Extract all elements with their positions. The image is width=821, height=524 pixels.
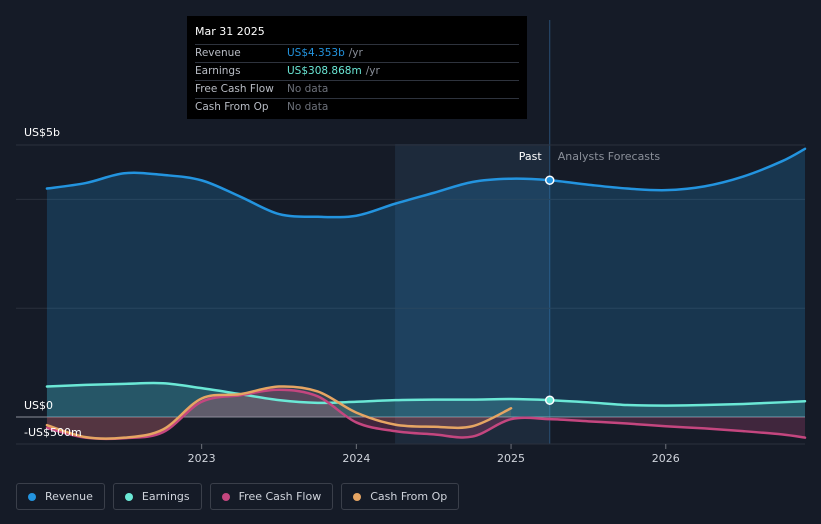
forecast-label: Analysts Forecasts bbox=[558, 150, 661, 163]
y-tick-label: US$5b bbox=[24, 126, 60, 139]
tooltip-date: Mar 31 2025 bbox=[195, 25, 265, 38]
cash-from-op-area bbox=[46, 386, 512, 439]
legend-item-cash-from-op[interactable]: Cash From Op bbox=[341, 483, 460, 510]
tooltip-unit: /yr bbox=[348, 47, 363, 59]
legend-item-free-cash-flow[interactable]: Free Cash Flow bbox=[209, 483, 334, 510]
y-tick-label: US$0 bbox=[24, 399, 53, 412]
legend-label: Revenue bbox=[45, 490, 93, 503]
legend-label: Cash From Op bbox=[370, 490, 448, 503]
tooltip-row-earnings: Earnings US$308.868m /yr bbox=[195, 62, 519, 80]
legend-item-earnings[interactable]: Earnings bbox=[112, 483, 202, 510]
x-tick-label: 2023 bbox=[188, 452, 216, 465]
data-tooltip: Mar 31 2025 Revenue US$4.353b /yr Earnin… bbox=[187, 16, 527, 119]
past-highlight-band bbox=[395, 144, 550, 444]
tooltip-row-free-cash-flow: Free Cash Flow No data bbox=[195, 80, 519, 98]
revenue-dot-icon bbox=[28, 492, 36, 501]
tooltip-label: Revenue bbox=[195, 47, 241, 59]
tooltip-row-revenue: Revenue US$4.353b /yr bbox=[195, 44, 519, 62]
chart-legend: Revenue Earnings Free Cash Flow Cash Fro… bbox=[16, 483, 460, 510]
free-cash-flow-dot-icon bbox=[221, 492, 230, 501]
tooltip-unit: /yr bbox=[365, 65, 380, 77]
past-label: Past bbox=[519, 150, 543, 163]
tooltip-label: Earnings bbox=[195, 65, 241, 77]
cash-from-op-dot-icon bbox=[353, 492, 362, 501]
x-tick-label: 2024 bbox=[342, 452, 370, 465]
tooltip-value: US$4.353b bbox=[287, 47, 345, 59]
tooltip-label: Cash From Op bbox=[195, 101, 269, 113]
legend-label: Earnings bbox=[141, 490, 190, 503]
legend-label: Free Cash Flow bbox=[238, 490, 322, 503]
tooltip-value: No data bbox=[287, 101, 329, 113]
tooltip-value: US$308.868m bbox=[287, 65, 362, 77]
tooltip-row-cash-from-op: Cash From Op No data bbox=[195, 98, 519, 116]
chart-area: US$5b US$0 -US$500m 2023 2024 2025 2026 Past Ana… bbox=[16, 20, 807, 465]
y-tick-label: -US$500m bbox=[24, 426, 82, 439]
tooltip-label: Free Cash Flow bbox=[195, 83, 274, 95]
x-tick-label: 2025 bbox=[497, 452, 525, 465]
earnings-dot-icon bbox=[124, 492, 133, 501]
earnings-marker bbox=[544, 395, 555, 405]
free-cash-flow-area bbox=[46, 389, 806, 439]
x-tick-label: 2026 bbox=[652, 452, 680, 465]
revenue-area bbox=[46, 148, 806, 418]
tooltip-value: No data bbox=[287, 83, 329, 95]
revenue-marker bbox=[544, 175, 555, 185]
legend-item-revenue[interactable]: Revenue bbox=[16, 483, 105, 510]
